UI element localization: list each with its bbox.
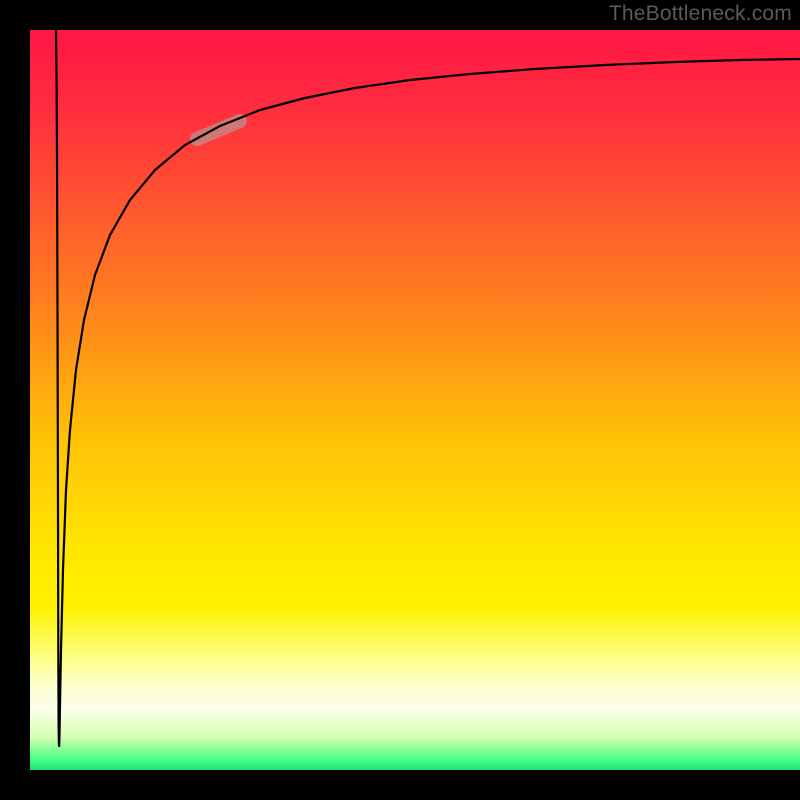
attribution-text: TheBottleneck.com <box>609 2 792 26</box>
plot-svg <box>30 30 800 770</box>
curve-polyline <box>56 30 800 746</box>
plot-area <box>30 30 800 770</box>
highlight-segment <box>197 121 240 139</box>
